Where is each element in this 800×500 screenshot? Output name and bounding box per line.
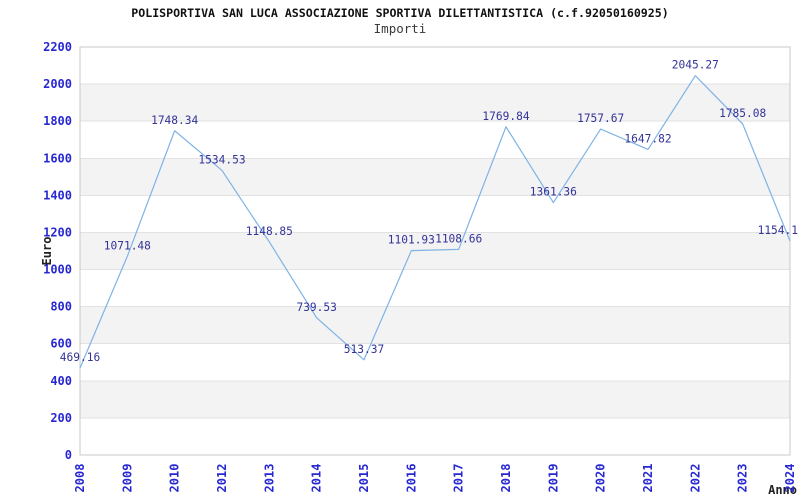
plot-band [80,84,790,122]
point-label: 2045.27 [672,59,719,72]
x-tick-label: 2014 [310,464,324,493]
x-tick-label: 2009 [120,464,134,493]
point-label: 1757.67 [577,112,624,125]
x-tick-label: 2022 [688,464,702,493]
point-label: 1361.36 [530,186,577,199]
x-tick-label: 2018 [499,464,513,493]
x-tick-label: 2017 [452,464,466,493]
point-label: 1154.1 [758,224,798,237]
y-tick-label: 1200 [43,225,72,239]
y-tick-label: 2200 [43,40,72,54]
y-tick-label: 1800 [43,114,72,128]
point-label: 1148.85 [246,225,293,238]
point-label: 469.16 [60,351,101,364]
series-line [79,75,791,369]
x-tick-label: 2020 [594,464,608,493]
y-tick-label: 1600 [43,151,72,165]
point-label: 1647.82 [624,132,671,145]
y-tick-label: 0 [65,448,72,462]
x-tick-label: 2008 [73,464,87,493]
plot-band [80,306,790,344]
chart-title: POLISPORTIVA SAN LUCA ASSOCIAZIONE SPORT… [131,6,669,20]
plot-band [80,158,790,196]
x-tick-label: 2021 [641,464,655,493]
y-tick-label: 1400 [43,188,72,202]
chart-subtitle: Importi [373,21,427,36]
x-tick-label: 2015 [357,464,371,493]
x-axis-title: Anno [768,483,797,497]
plot-band [80,380,790,418]
x-tick-label: 2019 [546,464,560,493]
point-label: 1101.93 [388,234,435,247]
y-tick-label: 200 [50,411,72,425]
point-label: 1769.84 [482,110,529,123]
x-tick-label: 2013 [262,464,276,493]
x-tick-label: 2023 [736,464,750,493]
point-label: 1748.34 [151,114,198,127]
x-tick-label: 2010 [168,464,182,493]
y-tick-label: 600 [50,337,72,351]
y-tick-label: 400 [50,374,72,388]
x-tick-label: 2024 [783,464,797,493]
plot-band [80,232,790,270]
point-label: 1071.48 [104,239,151,252]
point-label: 1534.53 [198,153,245,166]
y-tick-label: 1000 [43,263,72,277]
x-tick-label: 2012 [215,464,229,493]
point-label: 1108.66 [435,232,482,245]
point-label: 1785.08 [719,107,766,120]
x-tick-label: 2016 [404,464,418,493]
point-label: 513.37 [344,343,384,356]
y-tick-label: 2000 [43,77,72,91]
plot-border [79,46,791,456]
point-label: 739.53 [296,301,336,314]
y-tick-label: 800 [50,300,72,314]
